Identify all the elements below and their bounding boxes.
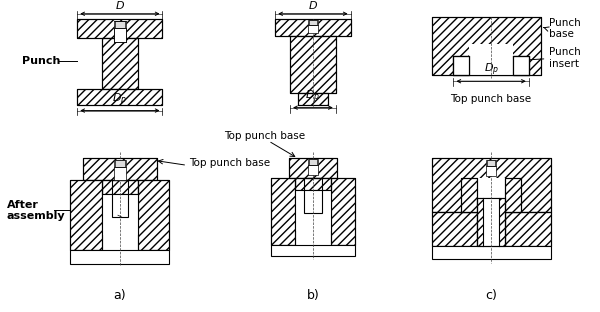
Bar xyxy=(432,212,477,246)
Bar xyxy=(295,178,331,190)
Bar xyxy=(309,20,317,26)
Bar xyxy=(295,178,331,190)
Bar xyxy=(513,56,529,76)
Bar xyxy=(70,251,169,264)
Text: D: D xyxy=(308,1,317,11)
Text: Top punch base: Top punch base xyxy=(224,131,305,141)
Bar xyxy=(432,212,477,246)
Text: a): a) xyxy=(113,289,126,302)
Bar xyxy=(331,178,355,245)
Bar xyxy=(513,56,529,76)
Text: Top punch base: Top punch base xyxy=(451,94,532,104)
Bar xyxy=(308,159,318,175)
Bar xyxy=(102,180,138,194)
Bar xyxy=(432,17,541,76)
Text: After
assembly: After assembly xyxy=(7,199,65,221)
Bar xyxy=(483,197,499,246)
Bar xyxy=(289,158,337,178)
Bar xyxy=(454,56,469,76)
Bar xyxy=(298,93,328,105)
Bar xyxy=(77,19,163,38)
Bar xyxy=(487,160,495,166)
Text: b): b) xyxy=(307,289,319,302)
Text: D: D xyxy=(116,1,124,11)
Bar xyxy=(275,19,350,36)
Text: $D_p$: $D_p$ xyxy=(305,88,320,105)
Bar xyxy=(304,178,322,213)
Bar xyxy=(70,180,102,251)
Bar xyxy=(505,178,521,212)
Bar xyxy=(505,178,521,212)
Bar xyxy=(304,178,322,213)
Text: Punch
base: Punch base xyxy=(548,18,580,39)
Bar xyxy=(432,158,551,212)
Bar xyxy=(115,160,125,167)
Text: $D_p$: $D_p$ xyxy=(484,62,499,78)
Bar xyxy=(505,212,551,246)
Bar xyxy=(432,17,541,76)
Bar xyxy=(271,178,295,245)
Bar xyxy=(486,160,496,176)
Bar xyxy=(112,180,128,217)
Bar xyxy=(83,158,157,180)
Bar xyxy=(114,21,126,42)
Bar xyxy=(432,158,551,212)
Bar xyxy=(114,160,126,180)
Bar xyxy=(115,21,125,28)
Text: Punch: Punch xyxy=(22,56,60,66)
Bar xyxy=(271,245,355,256)
Bar xyxy=(77,19,163,38)
Bar xyxy=(295,190,331,231)
Bar xyxy=(454,56,469,76)
Text: Punch
insert: Punch insert xyxy=(548,47,580,69)
Bar xyxy=(102,194,138,235)
Bar xyxy=(454,56,469,76)
Bar xyxy=(102,180,138,194)
Bar xyxy=(138,180,169,251)
Bar xyxy=(461,178,521,212)
Bar xyxy=(70,180,102,251)
Bar xyxy=(461,178,477,212)
Bar xyxy=(290,36,335,93)
Bar xyxy=(102,38,138,89)
Bar xyxy=(477,197,505,246)
Bar xyxy=(513,56,529,76)
Bar xyxy=(102,38,138,89)
Text: $D_p$: $D_p$ xyxy=(112,91,127,108)
Text: Top punch base: Top punch base xyxy=(189,158,271,168)
Bar xyxy=(77,89,163,105)
Bar xyxy=(469,44,513,76)
Text: c): c) xyxy=(485,289,497,302)
Bar xyxy=(505,212,551,246)
Bar xyxy=(83,158,157,180)
Bar xyxy=(138,180,169,251)
Bar xyxy=(308,20,318,33)
Bar xyxy=(289,158,337,178)
Bar xyxy=(477,197,505,246)
Bar xyxy=(331,178,355,245)
Bar xyxy=(309,159,317,165)
Bar xyxy=(290,36,335,93)
Bar xyxy=(271,178,295,245)
Bar xyxy=(432,246,551,259)
Bar xyxy=(298,93,328,105)
Bar xyxy=(77,89,163,105)
Bar xyxy=(461,178,477,212)
Bar xyxy=(112,180,128,217)
Bar xyxy=(275,19,350,36)
